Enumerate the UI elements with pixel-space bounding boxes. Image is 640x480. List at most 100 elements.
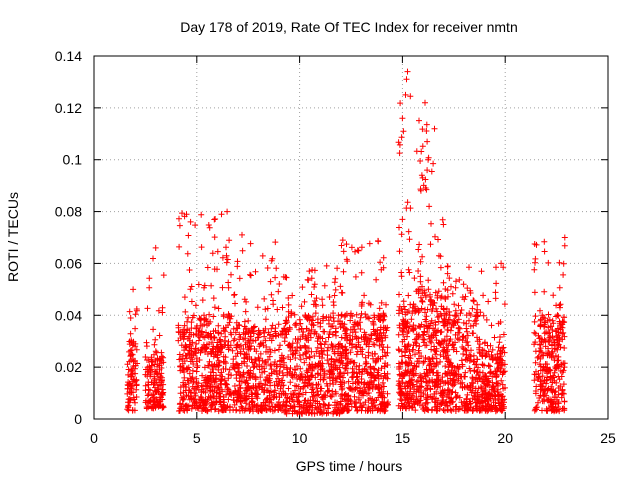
data-point	[418, 353, 425, 360]
data-point	[433, 369, 440, 376]
data-point	[353, 351, 360, 358]
data-point	[198, 244, 205, 251]
data-point	[266, 346, 273, 353]
data-point	[261, 365, 268, 372]
y-tick-label: 0.04	[55, 307, 82, 323]
data-point	[239, 231, 245, 238]
data-point	[427, 301, 434, 308]
data-point	[212, 351, 219, 358]
data-point	[332, 375, 339, 382]
data-point	[330, 310, 337, 317]
data-point	[159, 392, 166, 398]
data-point	[153, 349, 160, 356]
data-point	[465, 404, 472, 411]
data-point	[426, 378, 433, 385]
data-point	[383, 301, 389, 308]
data-point	[399, 309, 406, 315]
data-point	[348, 244, 355, 251]
data-point	[210, 295, 217, 302]
data-point	[325, 409, 332, 416]
data-point	[428, 220, 434, 227]
data-point	[476, 375, 483, 382]
data-point	[348, 342, 355, 348]
data-point	[426, 361, 433, 368]
data-point	[275, 321, 282, 328]
data-point	[184, 377, 191, 384]
data-point	[334, 265, 341, 272]
data-point	[358, 376, 365, 382]
data-point	[225, 279, 232, 286]
data-point	[214, 248, 221, 255]
data-point	[252, 268, 259, 275]
data-point	[464, 328, 470, 335]
data-point	[305, 332, 312, 339]
data-point	[442, 402, 449, 409]
data-point	[187, 286, 194, 293]
data-point	[192, 302, 199, 309]
data-point	[375, 375, 382, 382]
data-point	[210, 313, 217, 320]
data-point	[210, 363, 217, 370]
data-point	[464, 285, 471, 292]
data-point	[556, 302, 563, 309]
data-point	[414, 400, 421, 407]
data-point	[205, 362, 211, 369]
data-point	[423, 379, 429, 386]
data-point	[234, 394, 241, 401]
data-point	[450, 346, 457, 353]
data-point	[222, 366, 229, 372]
data-point	[555, 357, 562, 364]
data-point	[406, 236, 413, 243]
data-point	[480, 312, 487, 319]
data-point	[556, 259, 563, 266]
data-point	[266, 389, 273, 396]
y-tick-label: 0.06	[55, 255, 82, 271]
data-point	[468, 356, 474, 363]
data-point	[215, 305, 222, 312]
data-point	[157, 398, 164, 405]
data-point	[307, 373, 314, 380]
data-point	[344, 360, 351, 367]
data-point	[282, 320, 289, 327]
data-point	[262, 401, 269, 408]
data-point	[456, 364, 463, 371]
data-point	[296, 390, 302, 397]
data-point	[419, 143, 426, 150]
data-point	[352, 343, 359, 350]
data-point	[466, 264, 472, 271]
data-point	[396, 347, 403, 354]
data-point	[339, 348, 346, 355]
data-point	[445, 342, 452, 349]
data-point	[373, 357, 380, 364]
data-point	[370, 321, 377, 328]
data-point	[429, 306, 436, 312]
data-point	[339, 237, 346, 244]
data-point	[357, 326, 364, 332]
data-point	[251, 323, 258, 330]
data-point	[379, 400, 386, 407]
data-point	[380, 254, 387, 261]
data-point	[311, 353, 318, 359]
data-point	[455, 406, 462, 413]
data-point	[404, 392, 411, 399]
data-point	[412, 351, 418, 358]
data-point	[398, 348, 405, 355]
data-point	[498, 398, 505, 405]
data-point	[377, 259, 384, 266]
data-point	[455, 302, 462, 309]
data-point	[272, 387, 279, 394]
data-point	[188, 352, 195, 359]
data-point	[293, 348, 300, 354]
data-point	[317, 334, 324, 341]
data-point	[495, 399, 502, 406]
data-point	[446, 338, 453, 344]
data-point	[309, 386, 316, 393]
data-point	[269, 403, 276, 410]
data-point	[485, 362, 492, 369]
data-point	[151, 380, 157, 387]
data-point	[481, 380, 488, 387]
data-point	[381, 313, 388, 320]
y-axis-label: ROTI / TECUs	[5, 192, 21, 282]
data-point	[427, 358, 434, 365]
data-point	[326, 331, 333, 337]
